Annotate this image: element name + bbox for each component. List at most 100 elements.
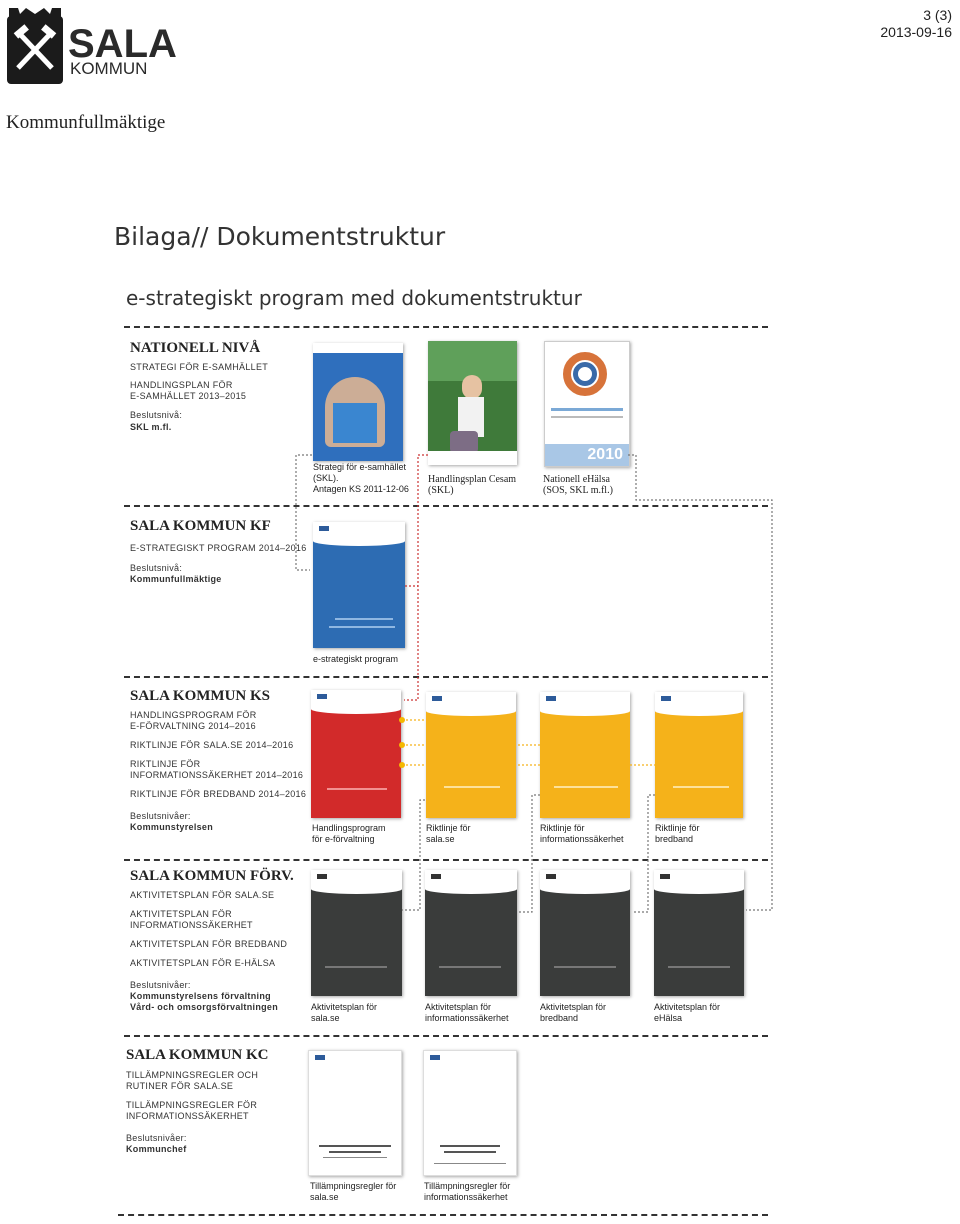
doc-caption: e-strategiskt program: [313, 654, 399, 664]
separator: [124, 505, 768, 507]
document-cover-riktlinje-sala-se: [426, 692, 516, 818]
doc-caption: Tillämpningsregler för sala.se: [310, 1181, 396, 1203]
section-line: E-SAMHÄLLET 2013–2015: [130, 391, 247, 401]
page-title: Bilaga// Dokumentstruktur: [114, 222, 446, 251]
section-line: E-STRATEGISKT PROGRAM 2014–2016: [130, 543, 307, 553]
doc-caption: Riktlinje för informationssäkerhet: [540, 823, 624, 845]
section-line: INFORMATIONSSÄKERHET: [130, 920, 253, 930]
document-cover-aktivitetsplan-ehalsa: [654, 870, 744, 996]
section-line: E-FÖRVALTNING 2014–2016: [130, 721, 256, 731]
section-line: AKTIVITETSPLAN FÖR SALA.SE: [130, 890, 275, 900]
doc-caption: Nationell eHälsa (SOS, SKL m.fl.): [543, 474, 613, 496]
separator: [124, 326, 768, 328]
decision-level-label: Beslutsnivå:: [130, 410, 183, 420]
section-line: AKTIVITETSPLAN FÖR E-HÄLSA: [130, 958, 276, 968]
document-cover-handlingsprogram: [311, 690, 401, 818]
caption-line: (SKL): [428, 485, 454, 496]
cover-year: 2010: [587, 446, 623, 463]
doc-caption: Aktivitetsplan för sala.se: [311, 1002, 377, 1024]
organization-name: Kommunfullmäktige: [6, 112, 166, 133]
document-date: 2013-09-16: [880, 24, 952, 40]
caption-line: informationssäkerhet: [424, 1192, 508, 1202]
caption-line: Tillämpningsregler för: [424, 1181, 511, 1191]
decision-level-label: Beslutsnivåer:: [126, 1133, 187, 1143]
caption-line: Tillämpningsregler för: [310, 1181, 397, 1191]
section-line: INFORMATIONSSÄKERHET 2014–2016: [130, 770, 304, 780]
document-cover-riktlinje-informationssakerhet: [540, 692, 630, 818]
document-cover-ehalsa: 2010: [544, 341, 630, 467]
caption-line: sala.se: [311, 1013, 340, 1023]
document-cover-strategi: [313, 343, 403, 461]
page-number: 3 (3): [923, 7, 952, 23]
section-line: HANDLINGSPLAN FÖR: [130, 380, 233, 390]
caption-line: (SOS, SKL m.fl.): [543, 485, 613, 496]
connector: [632, 794, 655, 913]
separator: [124, 1035, 768, 1037]
document-cover-aktivitetsplan-bredband: [540, 870, 630, 996]
separator: [118, 1214, 768, 1216]
caption-line: Handlingsprogram: [312, 823, 386, 833]
separator: [124, 676, 768, 678]
document-cover-e-strategiskt-program: [313, 522, 405, 648]
caption-line: bredband: [540, 1013, 579, 1023]
caption-line: Aktivitetsplan för: [540, 1002, 607, 1012]
caption-line: Strategi för e-samhället: [313, 462, 407, 472]
decision-level-value: Vård- och omsorgsförvaltningen: [130, 1002, 279, 1012]
decision-level-label: Beslutsnivåer:: [130, 980, 191, 990]
document-cover-cesam: [428, 341, 517, 465]
section-line: TILLÄMPNINGSREGLER FÖR: [126, 1100, 258, 1110]
doc-caption: Strategi för e-samhället (SKL). Antagen …: [313, 462, 409, 495]
caption-line: eHälsa: [654, 1013, 683, 1023]
caption-line: informationssäkerhet: [425, 1013, 509, 1023]
section-title-kc: SALA KOMMUN KC: [126, 1047, 269, 1063]
section-line: RUTINER FÖR SALA.SE: [126, 1081, 234, 1091]
doc-caption: Riktlinje för sala.se: [426, 823, 471, 845]
section-line: RIKTLINJE FÖR: [130, 759, 201, 769]
section-line: TILLÄMPNINGSREGLER OCH: [126, 1070, 259, 1080]
caption-line: Aktivitetsplan för: [311, 1002, 378, 1012]
doc-caption: Aktivitetsplan för informationssäkerhet: [425, 1002, 509, 1024]
separator: [124, 859, 768, 861]
section-line: AKTIVITETSPLAN FÖR BREDBAND: [130, 939, 288, 949]
decision-level-value: Kommunstyrelsens förvaltning: [130, 991, 271, 1001]
caption-line: Nationell eHälsa: [543, 474, 610, 485]
connector: [518, 794, 540, 913]
caption-line: Riktlinje för: [655, 823, 700, 833]
section-line: INFORMATIONSSÄKERHET: [126, 1111, 249, 1121]
caption-line: Riktlinje för: [540, 823, 585, 833]
decision-level-value: SKL m.fl.: [130, 422, 172, 432]
section-line: RIKTLINJE FÖR SALA.SE 2014–2016: [130, 740, 294, 750]
doc-caption: Aktivitetsplan för eHälsa: [654, 1002, 720, 1024]
decision-level-value: Kommunchef: [126, 1144, 187, 1154]
document-cover-tillampningsregler-sala-se: [308, 1050, 402, 1176]
caption-line: Antagen KS 2011-12-06: [313, 484, 409, 494]
doc-caption: Handlingsprogram för e-förvaltning: [312, 823, 386, 845]
section-line: AKTIVITETSPLAN FÖR: [130, 909, 232, 919]
caption-line: för e-förvaltning: [312, 834, 375, 844]
decision-level-label: Beslutsnivå:: [130, 563, 183, 573]
document-cover-aktivitetsplan-sala-se: [311, 870, 402, 996]
document-cover-tillampningsregler-informationssakerhet: [423, 1050, 517, 1176]
connector: [402, 799, 425, 911]
caption-line: sala.se: [426, 834, 455, 844]
section-line: STRATEGI FÖR E-SAMHÄLLET: [130, 362, 269, 372]
page-subtitle: e-strategiskt program med dokumentstrukt…: [126, 286, 582, 310]
section-line: RIKTLINJE FÖR BREDBAND 2014–2016: [130, 789, 307, 799]
doc-caption: Riktlinje för bredband: [655, 823, 700, 845]
doc-caption: Handlingsplan Cesam (SKL): [428, 474, 516, 496]
caption-line: (SKL).: [313, 473, 339, 483]
caption-line: Aktivitetsplan för: [654, 1002, 721, 1012]
caption-line: sala.se: [310, 1192, 339, 1202]
section-title-forv: SALA KOMMUN FÖRV.: [130, 868, 294, 884]
doc-caption: Tillämpningsregler för informationssäker…: [424, 1181, 510, 1203]
section-title-national: NATIONELL NIVÅ: [130, 340, 261, 356]
brand-subtitle: KOMMUN: [70, 59, 148, 78]
connector: [628, 454, 773, 911]
decision-level-value: Kommunfullmäktige: [130, 574, 222, 584]
caption-line: Aktivitetsplan för: [425, 1002, 492, 1012]
decision-level-value: Kommunstyrelsen: [130, 822, 214, 832]
section-title-kf: SALA KOMMUN KF: [130, 518, 271, 534]
caption-line: bredband: [655, 834, 694, 844]
section-line: HANDLINGSPROGRAM FÖR: [130, 710, 257, 720]
